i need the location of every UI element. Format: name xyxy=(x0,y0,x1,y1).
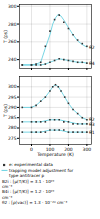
svg-text:300: 300 xyxy=(8,4,17,9)
svg-text:T (ps): T (ps) xyxy=(3,104,8,118)
svg-text:285: 285 xyxy=(8,115,17,120)
svg-text:θ1: θ1 xyxy=(89,130,95,135)
svg-text:0: 0 xyxy=(30,147,33,152)
svg-text:300: 300 xyxy=(8,84,17,89)
svg-text:280: 280 xyxy=(8,21,17,26)
svg-text:200: 200 xyxy=(64,146,73,152)
svg-text:e: experimental data: e: experimental data xyxy=(9,162,53,167)
svg-text:100: 100 xyxy=(45,146,55,152)
svg-text:θ4: θ4 xyxy=(89,61,95,66)
svg-text:Temperature (K): Temperature (K) xyxy=(36,152,74,157)
svg-text:280: 280 xyxy=(8,125,17,130)
svg-text:type antitracer p: type antitracer p xyxy=(9,173,45,178)
svg-text:θ2: θ2 xyxy=(89,45,95,50)
svg-text:cm⁻³: cm⁻³ xyxy=(2,195,13,200)
svg-text:240: 240 xyxy=(8,57,17,62)
svg-text:θ2 : [ρ(vac)] = 1.3 · 10⁻²⁰ cm: θ2 : [ρ(vac)] = 1.3 · 10⁻²⁰ cm⁻³ xyxy=(2,200,67,205)
svg-text:260: 260 xyxy=(8,39,17,44)
svg-text:B2i : [μ(T/K)] = 3.1 · 10¹⁹: B2i : [μ(T/K)] = 3.1 · 10¹⁹ xyxy=(2,179,55,184)
svg-text:290: 290 xyxy=(8,105,17,110)
svg-text:θ2: θ2 xyxy=(88,117,95,123)
svg-text:275: 275 xyxy=(8,136,17,141)
svg-text:B4i : [μ(T/K)] = 1.2 · 10¹⁹: B4i : [μ(T/K)] = 1.2 · 10¹⁹ xyxy=(2,189,55,194)
svg-text:T (ps): T (ps) xyxy=(3,30,8,44)
svg-text:θ3: θ3 xyxy=(89,122,95,127)
svg-text:cm⁻³: cm⁻³ xyxy=(2,184,13,189)
svg-text:trapping model adjustment for: trapping model adjustment for xyxy=(9,168,74,173)
svg-text:295: 295 xyxy=(8,95,17,100)
svg-text:300: 300 xyxy=(83,147,92,152)
